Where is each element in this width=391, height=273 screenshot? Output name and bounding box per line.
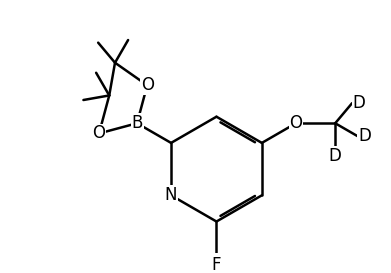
Text: N: N (165, 186, 178, 204)
Text: F: F (212, 256, 221, 273)
Text: O: O (93, 124, 106, 143)
Text: D: D (358, 127, 371, 145)
Text: O: O (141, 76, 154, 94)
Text: D: D (329, 147, 342, 165)
Text: D: D (352, 94, 365, 112)
Text: O: O (289, 114, 302, 132)
Text: B: B (131, 114, 143, 132)
